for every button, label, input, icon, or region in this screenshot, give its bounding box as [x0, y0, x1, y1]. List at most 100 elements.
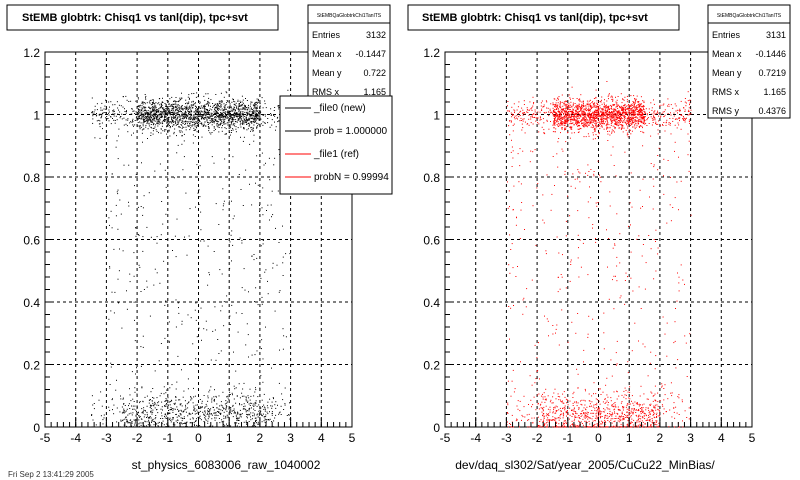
data-point	[608, 112, 610, 113]
data-point	[168, 321, 170, 323]
data-point	[643, 121, 645, 123]
data-point	[187, 109, 189, 110]
data-point	[194, 118, 196, 120]
data-point	[171, 112, 173, 113]
data-point	[225, 363, 227, 365]
data-point	[224, 403, 226, 405]
data-point	[275, 227, 276, 229]
data-point	[230, 407, 232, 409]
data-point	[173, 403, 175, 405]
data-point	[221, 121, 223, 122]
data-point	[606, 119, 608, 121]
data-point	[235, 113, 237, 115]
data-point	[253, 259, 255, 261]
data-point	[176, 105, 178, 107]
data-point	[188, 111, 190, 113]
data-point	[245, 106, 246, 108]
data-point	[221, 116, 223, 118]
data-point	[578, 99, 579, 101]
data-point	[572, 119, 574, 121]
data-point	[203, 114, 205, 116]
data-point	[239, 397, 241, 399]
data-point	[555, 116, 557, 118]
data-point	[646, 113, 648, 115]
data-point	[555, 115, 557, 117]
data-point	[543, 104, 545, 106]
data-point	[555, 112, 557, 114]
data-point	[507, 105, 508, 107]
data-point	[207, 117, 209, 119]
data-point	[569, 117, 571, 119]
data-point	[652, 119, 654, 121]
data-point	[152, 124, 154, 126]
data-point	[167, 108, 169, 110]
data-point	[609, 112, 611, 114]
data-point	[168, 108, 170, 110]
data-point	[178, 107, 180, 109]
data-point	[194, 117, 196, 119]
data-point	[251, 354, 253, 356]
data-point	[210, 413, 212, 415]
data-point	[522, 114, 524, 116]
data-point	[232, 110, 234, 112]
data-point	[261, 207, 263, 209]
data-point	[197, 111, 199, 113]
data-point	[145, 126, 147, 128]
data-point	[640, 121, 642, 123]
data-point	[265, 269, 267, 271]
data-point	[160, 132, 162, 134]
data-point	[543, 112, 545, 113]
data-point	[622, 108, 624, 110]
right-chart-title: StEMB globtrk: Chisq1 vs tanl(dip), tpc+…	[422, 12, 648, 24]
left-panel: StEMB globtrk: Chisq1 vs tanl(dip), tpc+…	[6, 4, 393, 472]
data-point	[117, 158, 119, 160]
data-point	[112, 118, 113, 119]
data-point	[219, 124, 221, 126]
data-point	[611, 119, 613, 121]
data-point	[607, 106, 609, 108]
data-point	[121, 420, 123, 422]
data-point	[100, 107, 102, 109]
data-point	[211, 112, 213, 114]
data-point	[591, 113, 593, 115]
data-point	[536, 117, 538, 119]
data-point	[164, 118, 165, 120]
data-point	[261, 399, 263, 401]
data-point	[227, 124, 229, 126]
data-point	[215, 128, 216, 130]
data-point	[230, 117, 232, 119]
data-point	[256, 98, 258, 100]
data-point	[249, 115, 251, 117]
data-point	[246, 113, 248, 115]
data-point	[271, 216, 272, 218]
data-point	[641, 106, 642, 108]
data-point	[578, 115, 580, 117]
data-point	[240, 136, 241, 138]
data-point	[222, 117, 224, 119]
data-point	[151, 426, 153, 428]
data-point	[108, 101, 110, 103]
data-point	[173, 106, 174, 108]
data-point	[186, 118, 188, 120]
data-point	[178, 107, 180, 109]
data-point	[137, 112, 139, 114]
data-point	[642, 114, 644, 116]
data-point	[628, 112, 630, 114]
data-point	[249, 119, 251, 121]
data-point	[670, 114, 672, 116]
data-point	[261, 303, 263, 305]
data-point	[181, 118, 183, 120]
data-point	[592, 134, 594, 136]
data-point	[197, 117, 199, 119]
data-point	[587, 114, 589, 116]
data-point	[203, 95, 205, 97]
data-point	[155, 107, 157, 109]
data-point	[185, 116, 186, 118]
data-point	[230, 114, 232, 116]
data-point	[175, 118, 177, 120]
data-point	[606, 107, 608, 109]
data-point	[206, 405, 208, 407]
data-point	[113, 115, 115, 117]
data-point	[208, 126, 210, 128]
data-point	[209, 412, 211, 414]
